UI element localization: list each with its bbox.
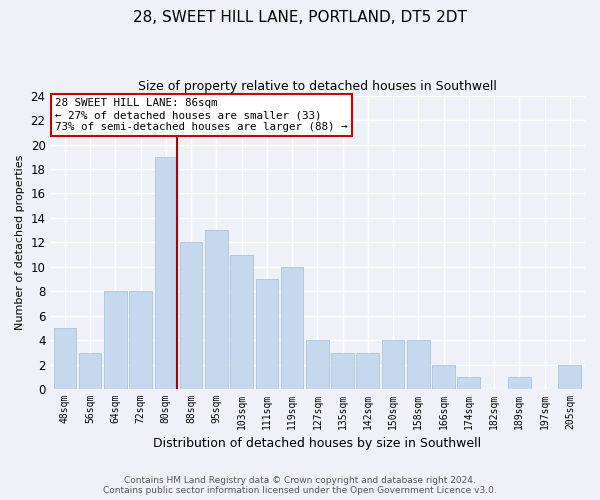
X-axis label: Distribution of detached houses by size in Southwell: Distribution of detached houses by size … — [153, 437, 481, 450]
Text: Contains HM Land Registry data © Crown copyright and database right 2024.
Contai: Contains HM Land Registry data © Crown c… — [103, 476, 497, 495]
Bar — [306, 340, 329, 389]
Bar — [205, 230, 228, 389]
Bar — [256, 279, 278, 389]
Title: Size of property relative to detached houses in Southwell: Size of property relative to detached ho… — [138, 80, 497, 93]
Bar — [432, 365, 455, 389]
Bar — [155, 156, 177, 389]
Bar — [382, 340, 404, 389]
Bar — [281, 267, 304, 389]
Bar — [230, 254, 253, 389]
Bar — [508, 377, 531, 389]
Bar — [407, 340, 430, 389]
Bar — [79, 352, 101, 389]
Bar — [331, 352, 354, 389]
Text: 28, SWEET HILL LANE, PORTLAND, DT5 2DT: 28, SWEET HILL LANE, PORTLAND, DT5 2DT — [133, 10, 467, 25]
Bar — [356, 352, 379, 389]
Y-axis label: Number of detached properties: Number of detached properties — [15, 154, 25, 330]
Bar — [457, 377, 480, 389]
Text: 28 SWEET HILL LANE: 86sqm
← 27% of detached houses are smaller (33)
73% of semi-: 28 SWEET HILL LANE: 86sqm ← 27% of detac… — [55, 98, 347, 132]
Bar — [53, 328, 76, 389]
Bar — [559, 365, 581, 389]
Bar — [180, 242, 202, 389]
Bar — [104, 292, 127, 389]
Bar — [129, 292, 152, 389]
